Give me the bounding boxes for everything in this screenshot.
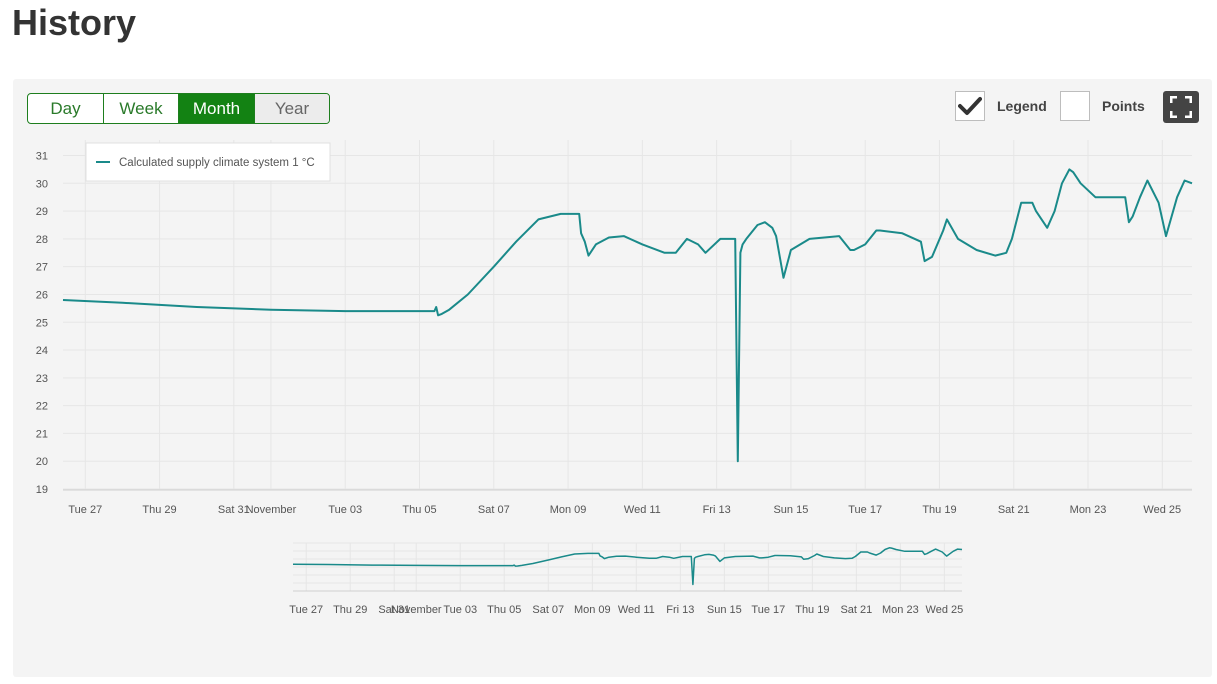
navigator-tick-label: Wed 11 xyxy=(618,604,655,616)
series-line xyxy=(62,168,1193,463)
y-tick-label: 24 xyxy=(36,345,48,357)
x-tick-label: Tue 03 xyxy=(328,504,362,516)
navigator-tick-label: Thu 05 xyxy=(487,604,521,616)
y-tick-label: 26 xyxy=(36,289,48,301)
navigator-tick-label: Mon 09 xyxy=(574,604,611,616)
points-checkbox[interactable] xyxy=(1060,91,1090,121)
main-grid xyxy=(63,140,1192,490)
y-tick-label: 22 xyxy=(36,401,48,413)
x-tick-label: Wed 25 xyxy=(1143,504,1181,516)
fullscreen-icon xyxy=(1170,96,1192,118)
navigator-tick-label: Fri 13 xyxy=(666,604,694,616)
points-label: Points xyxy=(1102,98,1145,114)
legend: Calculated supply climate system 1 °C xyxy=(85,142,331,182)
x-tick-label: Sat 07 xyxy=(478,504,510,516)
y-tick-label: 23 xyxy=(36,373,48,385)
tab-month[interactable]: Month xyxy=(179,94,255,123)
navigator-tick-label: Tue 17 xyxy=(751,604,785,616)
legend-label: Legend xyxy=(997,98,1047,114)
legend-label: Calculated supply climate system 1 °C xyxy=(119,157,315,169)
navigator-tick-label: Mon 23 xyxy=(882,604,919,616)
y-tick-label: 27 xyxy=(36,262,48,274)
y-tick-label: 19 xyxy=(36,484,48,496)
navigator-tick-label: Tue 27 xyxy=(289,604,323,616)
x-tick-label: Sat 21 xyxy=(998,504,1030,516)
fullscreen-button[interactable] xyxy=(1163,91,1199,123)
navigator-tick-label: Sat 07 xyxy=(532,604,564,616)
legend-checkbox[interactable] xyxy=(955,91,985,121)
tab-year[interactable]: Year xyxy=(255,94,329,123)
x-tick-label: November xyxy=(246,504,297,516)
x-tick-label: Thu 19 xyxy=(922,504,956,516)
page-title: History xyxy=(12,2,137,43)
y-tick-label: 28 xyxy=(36,234,48,246)
x-tick-label: Tue 17 xyxy=(848,504,882,516)
x-tick-label: Tue 27 xyxy=(68,504,102,516)
points-toggle[interactable]: Points xyxy=(1060,91,1145,121)
x-tick-label: Wed 11 xyxy=(624,504,661,516)
navigator-tick-label: Sun 15 xyxy=(707,604,742,616)
x-tick-label: Thu 29 xyxy=(142,504,176,516)
tab-week[interactable]: Week xyxy=(104,94,179,123)
legend-toggle[interactable]: Legend xyxy=(955,91,1047,121)
y-tick-label: 29 xyxy=(36,206,48,218)
x-tick-label: Mon 23 xyxy=(1070,504,1107,516)
y-tick-label: 20 xyxy=(36,456,48,468)
legend-frame xyxy=(85,142,331,182)
navigator-tick-label: Sat 31 xyxy=(378,604,410,616)
x-tick-label: Mon 09 xyxy=(550,504,587,516)
x-tick-label: Thu 05 xyxy=(402,504,436,516)
y-tick-label: 21 xyxy=(36,428,48,440)
navigator-tick-label: Wed 25 xyxy=(926,604,964,616)
check-icon xyxy=(958,97,982,115)
x-tick-label: Fri 13 xyxy=(703,504,731,516)
main-axes: 19 20 21 22 23 24 25 26 27 28 29 30 31 Tue 27 Thu 29 Sa… xyxy=(36,151,1192,516)
x-tick-label: Sun 15 xyxy=(773,504,808,516)
navigator-series-line xyxy=(292,547,963,586)
y-tick-label: 30 xyxy=(36,178,48,190)
navigator-tick-label: Sat 21 xyxy=(840,604,872,616)
y-tick-label: 25 xyxy=(36,317,48,329)
range-tabs: Day Week Month Year xyxy=(27,93,330,124)
y-tick-label: 31 xyxy=(36,151,48,163)
x-tick-label: Sat 31 xyxy=(218,504,250,516)
navigator-tick-label: November xyxy=(391,604,442,616)
main-series xyxy=(62,168,1193,463)
navigator-tick-label: Tue 03 xyxy=(443,604,477,616)
navigator-tick-label: Thu 19 xyxy=(795,604,829,616)
navigator-tick-label: Thu 29 xyxy=(333,604,367,616)
tab-day[interactable]: Day xyxy=(28,94,104,123)
